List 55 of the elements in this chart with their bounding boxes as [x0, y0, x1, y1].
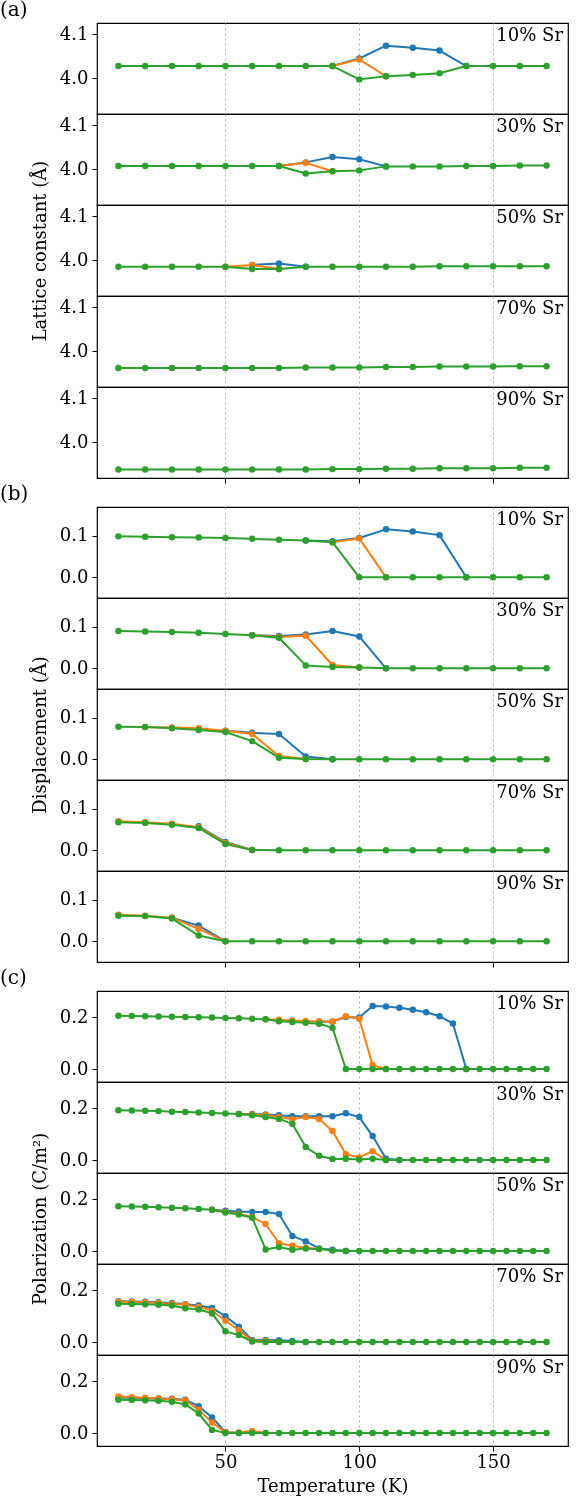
x-tick-label: 150 [476, 1450, 511, 1472]
y-axis-title: Displacement (Å) [28, 656, 50, 814]
annotation: 90% Sr [496, 1356, 564, 1377]
y-tick-label: 0.1 [59, 888, 89, 910]
x-tick-label: 50 [214, 1450, 238, 1472]
annotation: 30% Sr [496, 599, 564, 620]
annotation: 50% Sr [496, 1174, 564, 1195]
y-tick-label: 0.0 [59, 1239, 89, 1261]
y-tick-label: 0.0 [59, 929, 89, 951]
y-tick-label: 4.0 [59, 339, 89, 361]
annotation: 10% Sr [496, 24, 564, 45]
y-axis-title: Lattice constant (Å) [28, 160, 50, 342]
y-axis-title: Polarization (C/m²) [28, 1132, 50, 1306]
y-tick-label: 0.0 [59, 656, 89, 678]
y-tick-label: 0.0 [59, 838, 89, 860]
annotation: 10% Sr [496, 508, 564, 529]
y-tick-label: 0.1 [59, 706, 89, 728]
chart-title: (c) [0, 965, 27, 989]
annotation: 50% Sr [496, 690, 564, 711]
annotation: 70% Sr [496, 1265, 564, 1286]
annotation: 50% Sr [496, 206, 564, 227]
annotation: 90% Sr [496, 388, 564, 409]
annotation: 70% Sr [496, 297, 564, 318]
y-tick-label: 0.2 [59, 1096, 89, 1118]
y-tick-label: 0.1 [59, 524, 89, 546]
annotation: 70% Sr [496, 781, 564, 802]
chart-title: (a) [0, 0, 28, 21]
y-tick-label: 4.0 [59, 157, 89, 179]
y-tick-label: 0.1 [59, 615, 89, 637]
y-tick-label: 0.1 [59, 797, 89, 819]
y-tick-label: 0.2 [59, 1005, 89, 1027]
y-tick-label: 4.1 [59, 204, 89, 226]
y-tick-label: 4.1 [59, 386, 89, 408]
y-tick-label: 0.0 [59, 1148, 89, 1170]
y-tick-label: 4.0 [59, 66, 89, 88]
y-tick-label: 4.0 [59, 430, 89, 452]
y-tick-label: 4.1 [59, 295, 89, 317]
annotation: 90% Sr [496, 872, 564, 893]
y-tick-label: 4.0 [59, 248, 89, 270]
annotation: 10% Sr [496, 992, 564, 1013]
x-axis-title: Temperature (K) [257, 1474, 409, 1496]
y-tick-label: 0.2 [59, 1369, 89, 1391]
y-tick-label: 0.2 [59, 1187, 89, 1209]
y-tick-label: 0.0 [59, 1330, 89, 1352]
y-tick-label: 0.0 [59, 1057, 89, 1079]
y-tick-label: 0.0 [59, 565, 89, 587]
annotation: 30% Sr [496, 115, 564, 136]
y-tick-label: 4.1 [59, 22, 89, 44]
x-tick-label: 100 [342, 1450, 377, 1472]
y-tick-label: 0.2 [59, 1278, 89, 1300]
y-tick-label: 4.1 [59, 113, 89, 135]
annotation: 30% Sr [496, 1083, 564, 1104]
chart-title: (b) [0, 481, 29, 505]
y-tick-label: 0.0 [59, 747, 89, 769]
y-tick-label: 0.0 [59, 1421, 89, 1443]
